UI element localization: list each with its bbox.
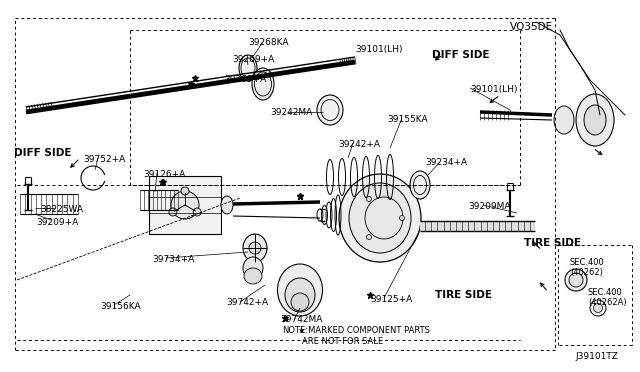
Ellipse shape	[221, 196, 233, 214]
Text: 39209MA: 39209MA	[468, 202, 511, 211]
Ellipse shape	[349, 183, 411, 253]
Ellipse shape	[244, 268, 262, 284]
Bar	[420, 221, 535, 231]
Text: TIRE SIDE: TIRE SIDE	[435, 290, 492, 300]
Text: 39269+A: 39269+A	[224, 75, 266, 84]
Text: 39209+A: 39209+A	[36, 218, 78, 227]
Text: (40262): (40262)	[570, 268, 603, 277]
Ellipse shape	[584, 105, 606, 135]
Ellipse shape	[243, 234, 267, 262]
Text: 39242MA: 39242MA	[270, 108, 312, 117]
Ellipse shape	[590, 300, 606, 316]
Ellipse shape	[367, 235, 371, 240]
Text: 39734+A: 39734+A	[152, 255, 195, 264]
Text: TIRE SIDE: TIRE SIDE	[524, 238, 581, 248]
Ellipse shape	[367, 196, 371, 202]
Ellipse shape	[278, 264, 323, 316]
Text: 38225WA: 38225WA	[40, 205, 83, 214]
Ellipse shape	[576, 94, 614, 146]
Text: 39101(LH): 39101(LH)	[355, 45, 403, 54]
Text: 39742+A: 39742+A	[226, 298, 268, 307]
Ellipse shape	[285, 278, 315, 312]
Text: ★ MARKED COMPONENT PARTS: ★ MARKED COMPONENT PARTS	[298, 326, 430, 335]
Text: SEC.400: SEC.400	[588, 288, 623, 297]
Ellipse shape	[193, 208, 201, 216]
Ellipse shape	[339, 174, 421, 262]
Ellipse shape	[169, 208, 177, 216]
Ellipse shape	[249, 242, 261, 254]
Text: DIFF SIDE: DIFF SIDE	[14, 148, 72, 158]
Text: 39234+A: 39234+A	[425, 158, 467, 167]
Ellipse shape	[171, 191, 199, 219]
Bar	[149, 176, 221, 234]
Text: 39125+A: 39125+A	[370, 295, 412, 304]
Text: VQ35DE: VQ35DE	[510, 22, 553, 32]
Ellipse shape	[569, 273, 583, 287]
Text: DIFF SIDE: DIFF SIDE	[432, 50, 490, 60]
Text: 39242+A: 39242+A	[338, 140, 380, 149]
Ellipse shape	[565, 269, 587, 291]
Ellipse shape	[239, 55, 257, 81]
Ellipse shape	[554, 106, 574, 134]
Ellipse shape	[252, 68, 274, 100]
Text: 39101(LH): 39101(LH)	[470, 85, 518, 94]
Text: (40262A): (40262A)	[588, 298, 627, 307]
Text: SEC.400: SEC.400	[570, 258, 605, 267]
Text: 39155KA: 39155KA	[387, 115, 428, 124]
Text: NOTE:: NOTE:	[282, 326, 308, 335]
Text: 39126+A: 39126+A	[143, 170, 185, 179]
Ellipse shape	[399, 215, 404, 221]
Ellipse shape	[243, 257, 263, 279]
Ellipse shape	[410, 171, 430, 199]
Text: ARE NOT FOR SALE: ARE NOT FOR SALE	[302, 337, 383, 346]
Text: 39752+A: 39752+A	[83, 155, 125, 164]
Text: 39156KA: 39156KA	[100, 302, 141, 311]
Ellipse shape	[181, 187, 189, 195]
Ellipse shape	[291, 293, 309, 311]
Text: 39268KA: 39268KA	[248, 38, 289, 47]
Text: 39269+A: 39269+A	[232, 55, 275, 64]
Ellipse shape	[593, 304, 602, 312]
Text: 39742MA: 39742MA	[280, 315, 323, 324]
Ellipse shape	[317, 95, 343, 125]
Text: J39101TZ: J39101TZ	[575, 352, 618, 361]
